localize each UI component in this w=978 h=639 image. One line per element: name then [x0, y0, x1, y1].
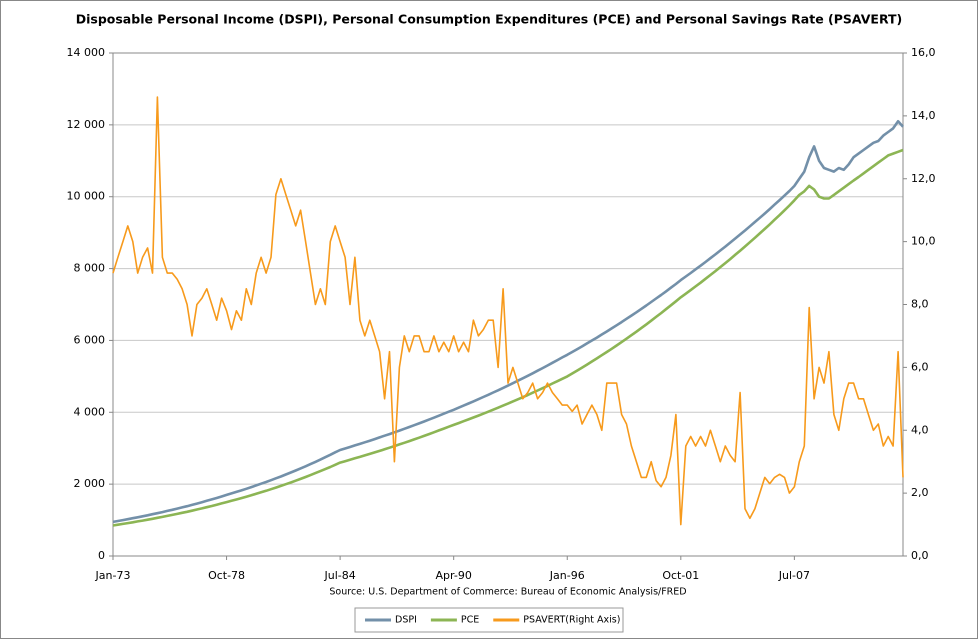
x-tick-label: Oct-01	[662, 569, 699, 582]
legend-label: PSAVERT(Right Axis)	[523, 615, 620, 626]
y2-tick-label: 2,0	[911, 486, 929, 499]
series-line	[112, 120, 904, 524]
legend-label: PCE	[461, 615, 479, 626]
y-tick-label: 6 000	[74, 333, 106, 346]
x-tick-label: Jan-73	[95, 569, 131, 582]
chart-title: Disposable Personal Income (DSPI), Perso…	[76, 12, 903, 27]
y2-tick-label: 0,0	[911, 549, 929, 562]
x-tick-label: Oct-78	[208, 569, 245, 582]
plot-frame	[112, 52, 904, 557]
y-tick-label: 12 000	[67, 118, 106, 131]
y-tick-label: 10 000	[67, 190, 106, 203]
y-tick-label: 14 000	[67, 46, 106, 59]
source-note: Source: U.S. Department of Commerce: Bur…	[329, 587, 686, 598]
x-tick-label: Jan-96	[549, 569, 585, 582]
y2-tick-label: 10,0	[911, 235, 936, 248]
y-tick-label: 0	[98, 549, 105, 562]
x-tick-label: Jul-07	[778, 569, 810, 582]
y-tick-label: 8 000	[74, 262, 106, 275]
legend-label: DSPI	[395, 615, 417, 626]
y-tick-label: 4 000	[74, 405, 106, 418]
y2-tick-label: 16,0	[911, 46, 936, 59]
y2-tick-label: 8,0	[911, 298, 929, 311]
y2-tick-label: 14,0	[911, 109, 936, 122]
y2-tick-label: 4,0	[911, 423, 929, 436]
series-line	[112, 148, 904, 527]
x-tick-label: Jul-84	[324, 569, 356, 582]
x-tick-label: Apr-90	[436, 569, 472, 582]
legend-box	[354, 607, 624, 633]
y2-tick-label: 12,0	[911, 172, 936, 185]
y-tick-label: 2 000	[74, 477, 106, 490]
series-line	[112, 96, 904, 526]
y2-tick-label: 6,0	[911, 360, 929, 373]
